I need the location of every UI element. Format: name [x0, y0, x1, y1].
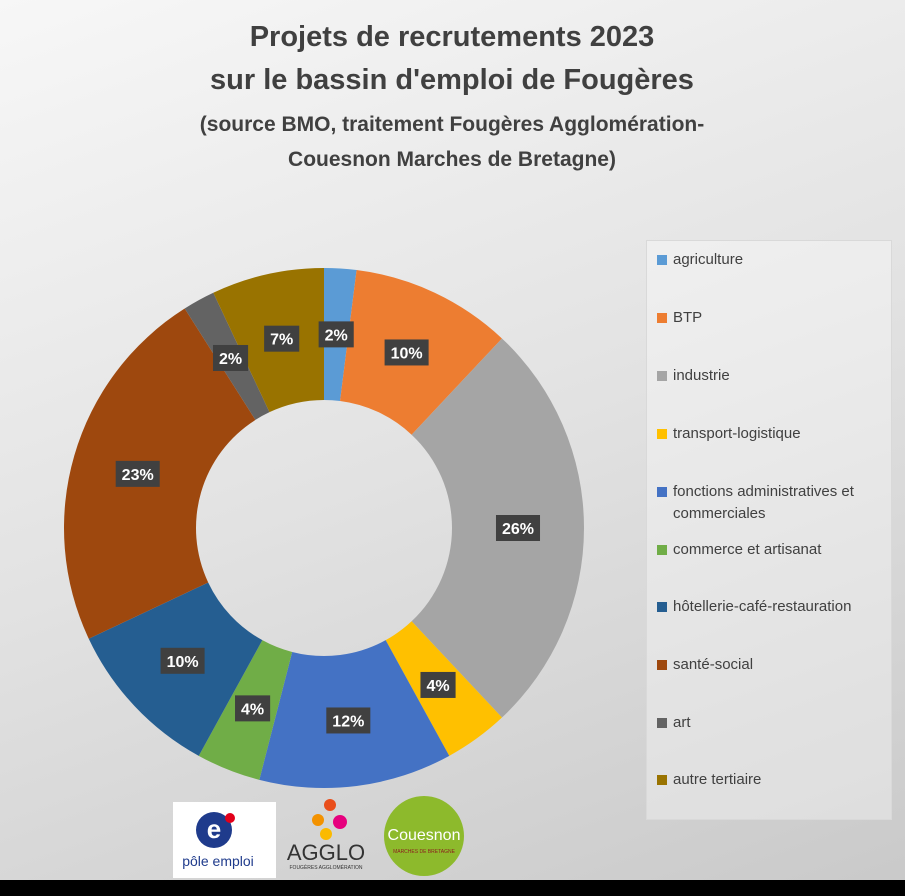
legend-swatch — [657, 487, 667, 497]
legend-swatch — [657, 775, 667, 785]
logo-text: FOUGÈRES AGGLOMÉRATION — [290, 864, 363, 871]
chart-title: sur le bassin d'emploi de Fougères — [210, 64, 694, 96]
data-label-box — [212, 344, 249, 371]
data-label-box — [235, 695, 271, 722]
legend-label: fonctions administratives et commerciale… — [673, 483, 854, 522]
data-label: 10% — [167, 654, 199, 671]
logo-text: MARCHES DE BRETAGNE — [393, 849, 456, 855]
legend-item: autre tertiaire — [657, 769, 887, 791]
legend-item: industrie — [657, 365, 887, 387]
legend-swatch — [657, 255, 667, 265]
legend-swatch — [657, 371, 667, 381]
legend-item: BTP — [657, 307, 887, 329]
legend-label: transport-logistique — [673, 425, 801, 442]
legend-label: commerce et artisanat — [673, 541, 822, 558]
legend-item: art — [657, 712, 887, 734]
data-label-box — [420, 671, 456, 698]
legend-swatch — [657, 602, 667, 612]
legend: agriculture BTP industrie transport-logisti… — [646, 240, 892, 820]
data-label: 12% — [332, 713, 364, 730]
legend-swatch — [657, 429, 667, 439]
bottom-bar — [0, 880, 905, 896]
chart-subtitle: Couesnon Marches de Bretagne) — [288, 148, 616, 171]
data-label-box — [495, 515, 541, 541]
logo-text: AGGLO — [287, 840, 365, 865]
logo-icon — [196, 812, 232, 848]
data-label-box — [384, 339, 429, 366]
legend-label: hôtellerie-café-restauration — [673, 598, 852, 615]
logo-icon — [312, 814, 324, 826]
data-label: 4% — [426, 678, 449, 695]
logo-text: pôle emploi — [182, 853, 254, 869]
legend-item: santé-social — [657, 654, 887, 676]
legend-label: art — [673, 714, 691, 731]
logo-icon — [324, 799, 336, 811]
data-label: 2% — [219, 351, 242, 368]
data-label: 10% — [391, 345, 423, 362]
legend-item: fonctions administratives et commerciale… — [657, 481, 887, 525]
data-label: 26% — [502, 521, 534, 538]
legend-item: commerce et artisanat — [657, 539, 887, 561]
logo-icon — [333, 815, 347, 829]
legend-label: agriculture — [673, 251, 744, 268]
legend-swatch — [657, 660, 667, 670]
chart-subtitle: (source BMO, traitement Fougères Agglomé… — [200, 113, 704, 136]
data-label-box — [264, 325, 300, 352]
logo-text: Couesnon — [388, 827, 461, 844]
data-label: 23% — [122, 467, 154, 484]
legend-label: BTP — [673, 309, 703, 326]
logo-icon — [320, 828, 332, 840]
logo-circle — [384, 796, 464, 876]
legend-item: hôtellerie-café-restauration — [657, 596, 887, 618]
data-label: 4% — [241, 701, 264, 718]
legend-label: autre tertiaire — [673, 771, 762, 788]
logo-icon: e — [207, 814, 221, 844]
legend-item: agriculture — [657, 249, 887, 271]
legend-swatch — [657, 545, 667, 555]
chart-title: Projets de recrutements 2023 — [250, 21, 655, 53]
data-label-box — [160, 647, 205, 674]
legend-label: industrie — [673, 367, 730, 384]
legend-swatch — [657, 313, 667, 323]
legend-label: santé-social — [673, 656, 754, 673]
data-label-box — [115, 460, 160, 487]
data-labels: 2% 10% 26% 4% 12% 4% 10% 23% 2% 7% — [115, 321, 541, 734]
logo-icon — [225, 813, 235, 823]
data-label-box — [318, 321, 354, 348]
data-label: 7% — [270, 332, 293, 349]
logos: e pôle emploi AGGLO FOUGÈRES AGGLOMÉRATI… — [173, 796, 464, 878]
data-label: 2% — [325, 327, 348, 344]
legend-item: transport-logistique — [657, 423, 887, 445]
legend-swatch — [657, 718, 667, 728]
data-label-box — [326, 707, 371, 734]
